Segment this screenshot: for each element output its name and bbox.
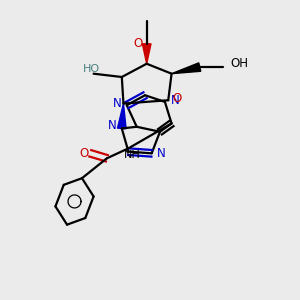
Text: N: N	[157, 147, 166, 160]
Text: O: O	[172, 92, 181, 105]
Text: HO: HO	[83, 64, 100, 74]
Text: N: N	[107, 119, 116, 132]
Text: O: O	[79, 147, 88, 160]
Text: NH: NH	[123, 150, 140, 160]
Text: O: O	[134, 37, 143, 50]
Text: N: N	[112, 97, 121, 110]
Text: N: N	[170, 94, 179, 107]
Polygon shape	[118, 103, 126, 129]
Text: OH: OH	[230, 57, 248, 70]
Polygon shape	[172, 63, 201, 74]
Polygon shape	[142, 44, 151, 64]
